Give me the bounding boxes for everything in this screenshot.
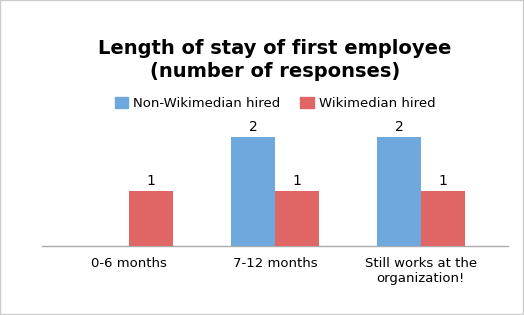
Legend: Non-Wikimedian hired, Wikimedian hired: Non-Wikimedian hired, Wikimedian hired [110, 92, 441, 115]
Title: Length of stay of first employee
(number of responses): Length of stay of first employee (number… [99, 39, 452, 81]
Bar [377, 137, 421, 246]
Bar [421, 192, 465, 246]
Text: 1: 1 [292, 174, 301, 188]
Bar [275, 192, 319, 246]
Text: 2: 2 [395, 120, 403, 134]
Bar [129, 192, 173, 246]
Text: 1: 1 [438, 174, 447, 188]
Text: 2: 2 [249, 120, 258, 134]
Bar [232, 137, 275, 246]
Text: 1: 1 [147, 174, 156, 188]
